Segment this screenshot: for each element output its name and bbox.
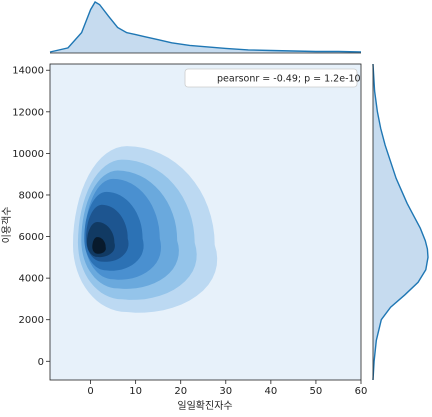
y-tick-label: 14000 [12,66,44,77]
x-tick-label: 30 [219,386,232,397]
kde-level-8 [92,237,106,254]
y-tick-label: 2000 [19,315,44,326]
x-axis: 0 10 20 30 40 50 60 [87,380,367,397]
annotation-legend: pearsonr = -0.49; p = 1.2e-10 [184,68,361,88]
y-tick-label: 12000 [12,107,44,118]
joint-kde-plot [49,63,362,381]
y-tick-label: 10000 [12,149,44,160]
y-marginal-density [372,63,429,381]
y-tick-label: 6000 [19,232,44,243]
kde-contours [73,146,218,313]
x-tick-label: 10 [129,386,142,397]
y-tick-label: 4000 [19,274,44,285]
y-tick-label: 0 [38,357,44,368]
plot-frame [49,63,362,381]
x-marginal-density [49,1,362,54]
y-axis-label: 이용객수 [1,207,13,244]
x-axis-label: 일일확진자수 [177,400,232,412]
y-marginal-fill [373,64,428,380]
y-marginal-line [372,63,429,381]
x-tick-label: 40 [264,386,277,397]
x-tick-label: 60 [355,386,368,397]
y-axis: 0 2000 4000 6000 8000 10000 12000 14000 [12,66,50,368]
x-tick-label: 20 [174,386,187,397]
x-marginal-fill [50,2,361,53]
pearson-annotation: pearsonr = -0.49; p = 1.2e-10 [217,74,361,85]
legend-box [184,68,358,88]
y-tick-label: 8000 [19,190,44,201]
x-marginal-line [49,1,362,53]
x-tick-label: 0 [87,386,93,397]
x-tick-label: 50 [310,386,323,397]
